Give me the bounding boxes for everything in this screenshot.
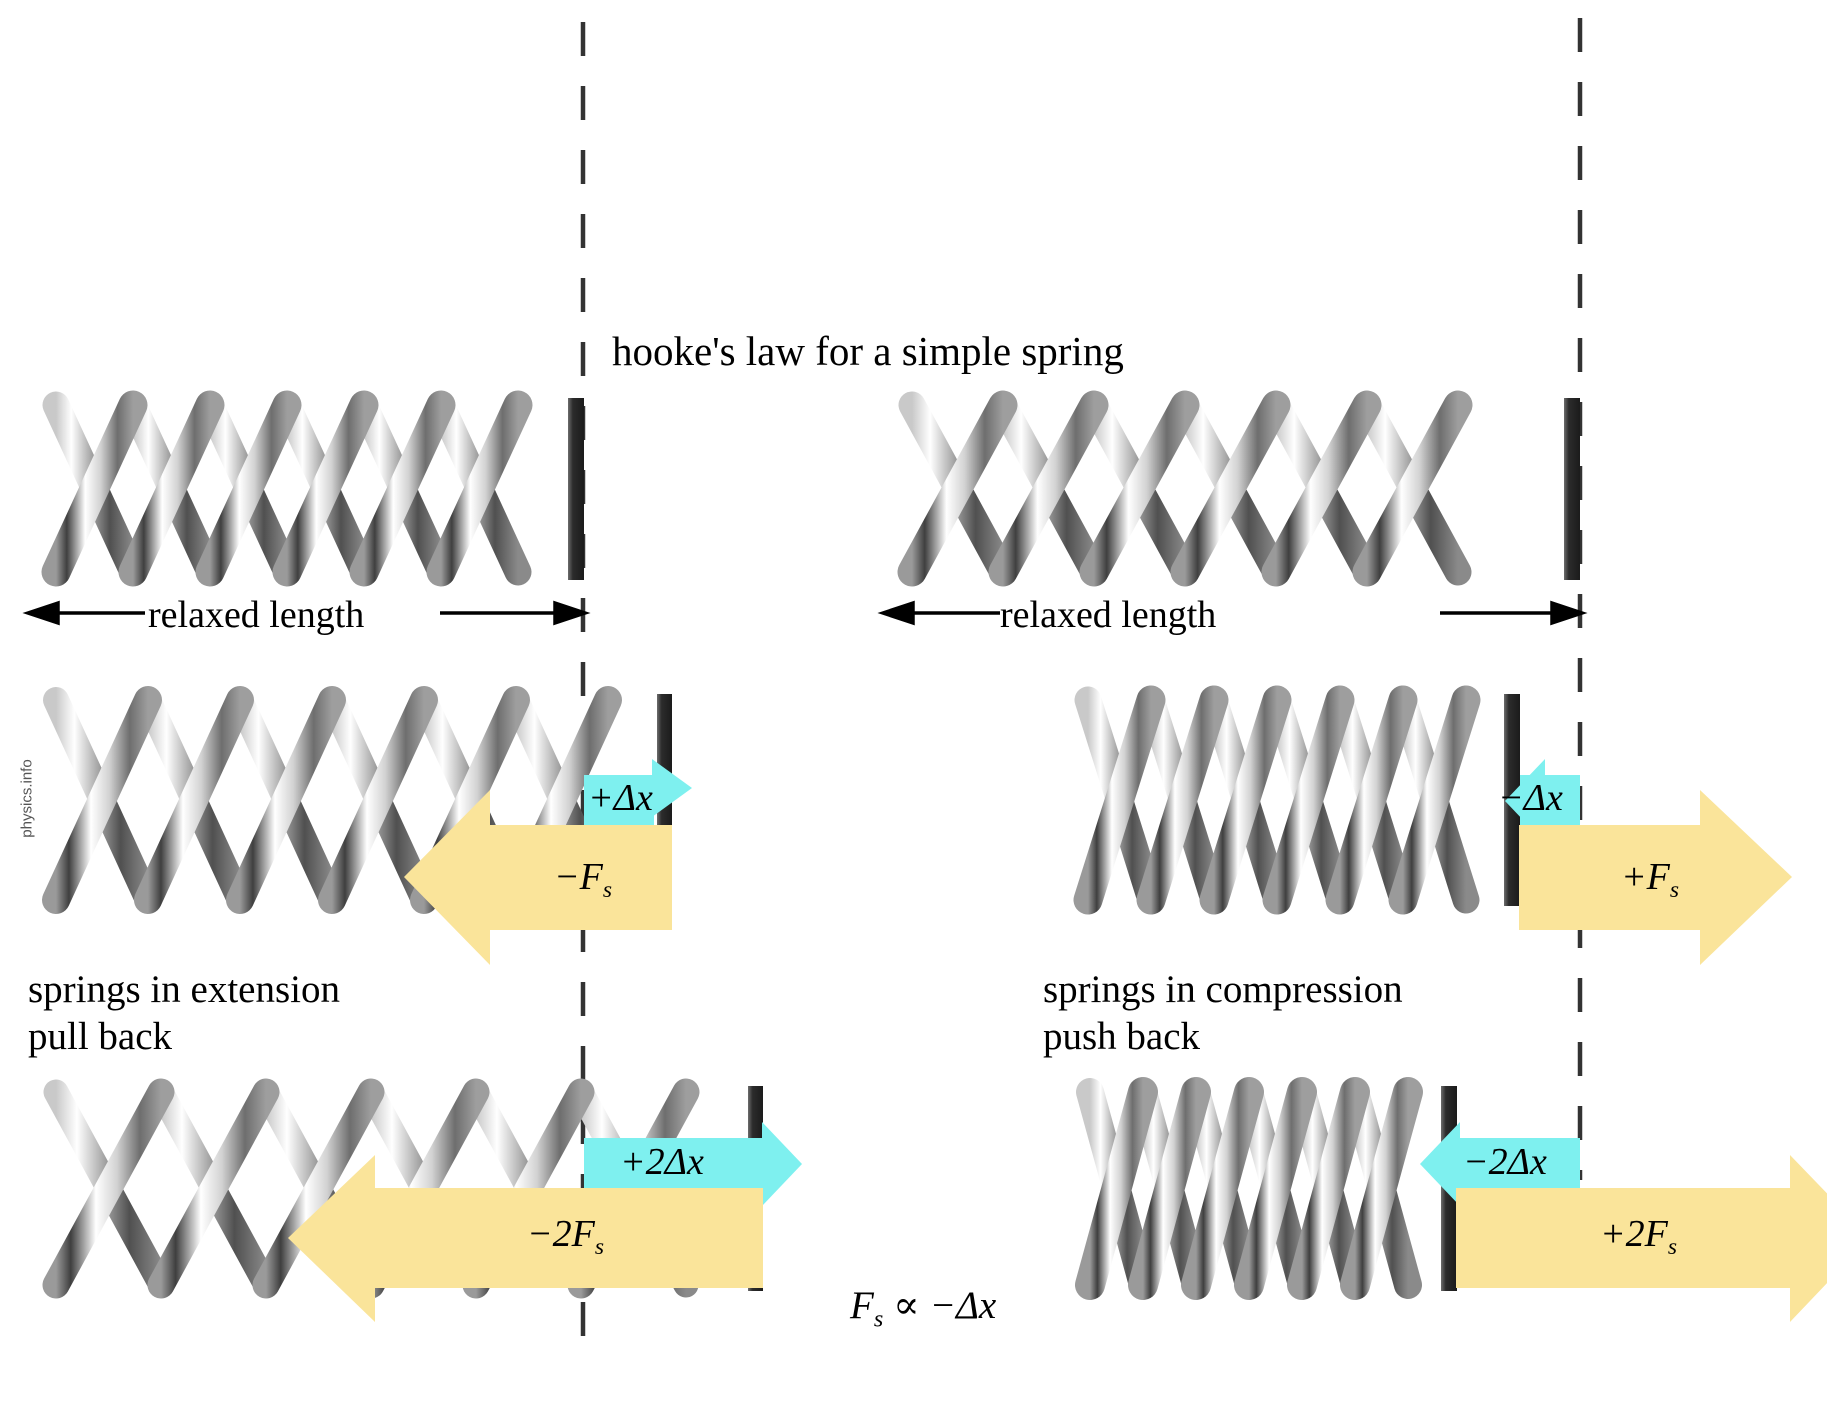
dimension-label-left: relaxed length: [148, 594, 365, 636]
force-label-extension-1x-text: −F: [554, 856, 603, 898]
caption-compression: springs in compression push back: [1043, 966, 1403, 1060]
displacement-label-compression-2x: −2Δx: [1463, 1141, 1547, 1183]
force-arrow-extension-1x: [404, 790, 672, 965]
displacement-arrow-extension-2x: [584, 1122, 802, 1206]
force-label-extension-1x: −Fs: [554, 855, 612, 904]
hookes-law-formula: Fs ∝ −Δx: [850, 1283, 996, 1333]
force-label-compression-1x: +Fs: [1621, 855, 1679, 904]
dimension-label-right: relaxed length: [1000, 594, 1217, 636]
force-label-compression-1x-sub: s: [1669, 877, 1680, 904]
displacement-arrow-extension-1x: [584, 759, 692, 827]
displacement-label-extension-1x: +Δx: [588, 777, 653, 819]
caption-extension-line1: springs in extension: [28, 968, 340, 1011]
caption-compression-line2: push back: [1043, 1015, 1201, 1058]
force-label-compression-1x-text: +F: [1621, 856, 1670, 898]
force-label-extension-2x-sub: s: [594, 1234, 605, 1261]
spring-compressed-1x: [1061, 685, 1520, 915]
caption-extension: springs in extension pull back: [28, 966, 340, 1060]
formula-subscript: s: [873, 1305, 884, 1333]
formula-symbol: F: [850, 1284, 874, 1327]
force-arrow-extension-2x: [288, 1155, 763, 1322]
spring-relaxed-left: [29, 389, 584, 588]
caption-compression-line1: springs in compression: [1043, 968, 1403, 1011]
displacement-label-compression-1x: −Δx: [1498, 777, 1563, 819]
force-label-extension-2x-text: −2F: [527, 1213, 595, 1255]
spring-extended-1x: [30, 686, 672, 914]
force-label-compression-2x: +2Fs: [1600, 1212, 1677, 1261]
formula-operator: ∝: [893, 1284, 920, 1327]
force-label-extension-2x: −2Fs: [527, 1212, 604, 1261]
page-title: hooke's law for a simple spring: [612, 328, 1124, 374]
spring-compressed-2x: [1063, 1077, 1457, 1300]
displacement-arrow-compression-2x: [1420, 1122, 1580, 1206]
dimension-arrow-right: [877, 600, 1588, 626]
displacement-label-extension-2x: +2Δx: [620, 1141, 704, 1183]
spring-relaxed-right: [885, 389, 1580, 588]
force-label-extension-1x-sub: s: [602, 877, 613, 904]
displacement-arrow-compression-1x: [1505, 759, 1580, 843]
force-arrow-compression-1x: [1519, 790, 1792, 965]
caption-extension-line2: pull back: [28, 1015, 173, 1058]
dimension-arrow-left: [22, 600, 591, 626]
force-label-compression-2x-text: +2F: [1600, 1213, 1668, 1255]
force-label-compression-2x-sub: s: [1667, 1234, 1678, 1261]
formula-rhs: −Δx: [929, 1284, 997, 1327]
watermark: physics.info: [18, 759, 36, 838]
force-arrow-compression-2x: [1456, 1155, 1827, 1322]
